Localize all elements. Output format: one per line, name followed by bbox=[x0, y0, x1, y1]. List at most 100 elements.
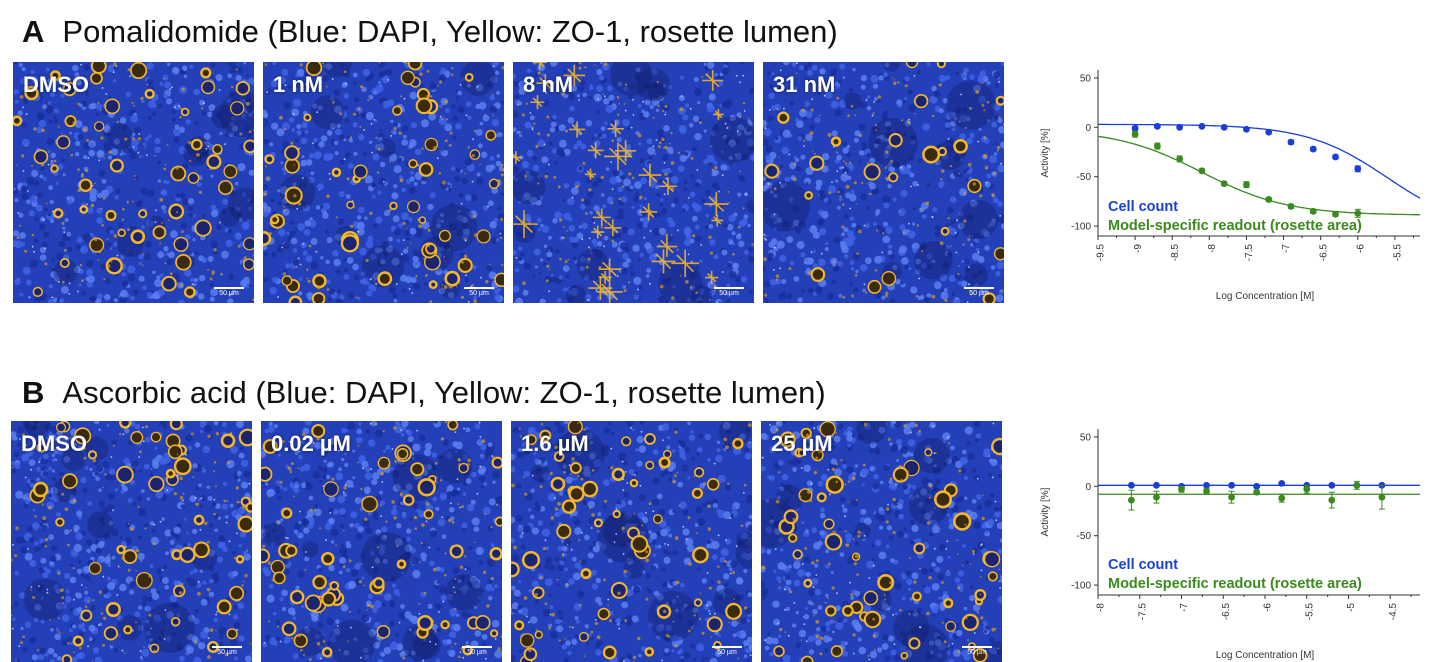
y-tick-label: -50 bbox=[1077, 531, 1092, 542]
data-point bbox=[1128, 496, 1135, 504]
scale-bar: 50 µm bbox=[964, 287, 994, 297]
micrograph-texture bbox=[511, 421, 752, 662]
data-point bbox=[1354, 165, 1362, 173]
x-tick-label: -6 bbox=[1263, 603, 1274, 612]
data-point bbox=[1243, 125, 1250, 133]
scale-bar-text: 50 µm bbox=[219, 290, 239, 297]
data-point bbox=[1153, 122, 1161, 130]
data-point bbox=[1128, 481, 1135, 489]
data-point bbox=[1153, 493, 1160, 501]
dose-response-chart-a: 500-50-100-9.5-9-8.5-8-7.5-7-6.5-6-5.5-5… bbox=[1040, 70, 1420, 302]
x-tick-label: -8 bbox=[1096, 603, 1107, 612]
data-point bbox=[1309, 145, 1317, 153]
x-tick-label: -5.5 bbox=[1304, 603, 1315, 621]
scale-bar-text: 50 µm bbox=[719, 290, 739, 297]
micrograph-a-3: 8 nM 50 µm bbox=[513, 62, 754, 303]
data-point bbox=[1278, 494, 1286, 502]
data-point bbox=[1178, 485, 1185, 493]
data-point bbox=[1309, 207, 1317, 215]
y-tick-label: 0 bbox=[1085, 482, 1091, 493]
data-point bbox=[1131, 130, 1139, 138]
x-tick-label: -8 bbox=[1207, 244, 1218, 253]
x-tick-label: -7 bbox=[1281, 244, 1292, 253]
micrograph-a-1: DMSO 50 µm bbox=[13, 62, 254, 303]
image-label: 8 nM bbox=[523, 72, 574, 97]
data-point bbox=[1203, 487, 1210, 495]
micrograph-texture bbox=[261, 421, 502, 662]
scale-bar-text: 50 µm bbox=[217, 649, 237, 656]
data-point bbox=[1176, 155, 1184, 163]
x-axis-label: Log Concentration [M] bbox=[1216, 650, 1315, 661]
x-tick-label: -7.5 bbox=[1137, 603, 1148, 621]
x-tick-label: -4.5 bbox=[1388, 603, 1399, 621]
legend-entry: Cell count bbox=[1108, 199, 1178, 215]
data-point bbox=[1228, 493, 1235, 501]
x-tick-label: -7.5 bbox=[1244, 244, 1255, 262]
dose-response-chart-b: 500-50-100-8-7.5-7-6.5-6-5.5-5-4.5-4Acti… bbox=[1040, 429, 1420, 661]
data-point bbox=[1153, 481, 1160, 489]
x-axis-label: Log Concentration [M] bbox=[1216, 291, 1315, 302]
x-tick-label: -9.5 bbox=[1096, 244, 1107, 262]
x-tick-label: -5.5 bbox=[1393, 244, 1404, 262]
y-tick-label: 50 bbox=[1080, 432, 1092, 443]
legend-entry: Model-specific readout (rosette area) bbox=[1108, 218, 1362, 234]
fit-curve bbox=[1098, 123, 1420, 199]
data-point bbox=[1332, 153, 1339, 161]
micrograph-texture bbox=[763, 62, 1004, 303]
scale-bar-text: 50 µm bbox=[469, 290, 489, 297]
data-point bbox=[1278, 479, 1286, 487]
data-point bbox=[1253, 488, 1261, 496]
panel-b-title: B Ascorbic acid (Blue: DAPI, Yellow: ZO-1… bbox=[22, 375, 826, 411]
panel-b-letter: B bbox=[22, 375, 45, 410]
micrograph-b-4: 25 µM 50 µm bbox=[761, 421, 1002, 662]
scale-bar-text: 50 µm bbox=[717, 649, 737, 656]
data-point bbox=[1287, 138, 1295, 146]
scale-bar: 50 µm bbox=[214, 287, 244, 297]
data-point bbox=[1353, 481, 1361, 489]
panel-a-title: A Pomalidomide (Blue: DAPI, Yellow: ZO-1,… bbox=[22, 14, 838, 50]
legend-entry: Cell count bbox=[1108, 557, 1178, 573]
micrograph-a-4: 31 nM 50 µm bbox=[763, 62, 1004, 303]
fit-curve bbox=[1097, 135, 1420, 216]
scale-bar: 50 µm bbox=[212, 646, 242, 656]
x-tick-label: -8.5 bbox=[1170, 244, 1181, 262]
data-point bbox=[1243, 181, 1250, 189]
data-point bbox=[1328, 481, 1336, 489]
scale-bar-text: 50 µm bbox=[467, 649, 487, 656]
micrograph-b-2: 0.02 µM 50 µm bbox=[261, 421, 502, 662]
image-label: DMSO bbox=[23, 72, 89, 97]
data-point bbox=[1203, 481, 1210, 489]
data-point bbox=[1265, 128, 1273, 136]
scale-bar: 50 µm bbox=[962, 646, 992, 656]
data-point bbox=[1328, 496, 1336, 504]
y-tick-label: -100 bbox=[1071, 581, 1091, 592]
y-tick-label: -100 bbox=[1071, 222, 1091, 233]
micrograph-a-2: 1 nM 50 µm bbox=[263, 62, 504, 303]
y-axis-label: Activity [%] bbox=[1040, 128, 1051, 177]
x-tick-label: -7 bbox=[1179, 603, 1190, 612]
scale-bar: 50 µm bbox=[462, 646, 492, 656]
image-label: 1 nM bbox=[273, 72, 324, 97]
data-point bbox=[1332, 210, 1339, 218]
data-point bbox=[1220, 180, 1228, 188]
data-point bbox=[1287, 202, 1295, 210]
y-axis-label: Activity [%] bbox=[1040, 487, 1051, 536]
micrograph-b-1: DMSO 50 µm bbox=[11, 421, 252, 662]
y-tick-label: 50 bbox=[1080, 73, 1092, 84]
y-tick-label: 0 bbox=[1085, 123, 1091, 134]
x-tick-label: -6 bbox=[1355, 244, 1366, 253]
data-point bbox=[1228, 481, 1235, 489]
panel-a-letter: A bbox=[22, 14, 45, 49]
micrograph-texture bbox=[513, 62, 754, 303]
x-tick-label: -9 bbox=[1133, 244, 1144, 253]
micrograph-texture bbox=[11, 421, 252, 662]
panel-a-title-text: Pomalidomide (Blue: DAPI, Yellow: ZO-1, … bbox=[62, 14, 838, 49]
data-point bbox=[1198, 122, 1206, 130]
panel-b-title-text: Ascorbic acid (Blue: DAPI, Yellow: ZO-1,… bbox=[62, 375, 826, 410]
scale-bar-text: 50 µm bbox=[969, 290, 989, 297]
data-point bbox=[1176, 123, 1184, 131]
data-point bbox=[1153, 142, 1161, 150]
scale-bar: 50 µm bbox=[712, 646, 742, 656]
micrograph-b-3: 1.6 µM 50 µm bbox=[511, 421, 752, 662]
data-point bbox=[1131, 124, 1139, 132]
